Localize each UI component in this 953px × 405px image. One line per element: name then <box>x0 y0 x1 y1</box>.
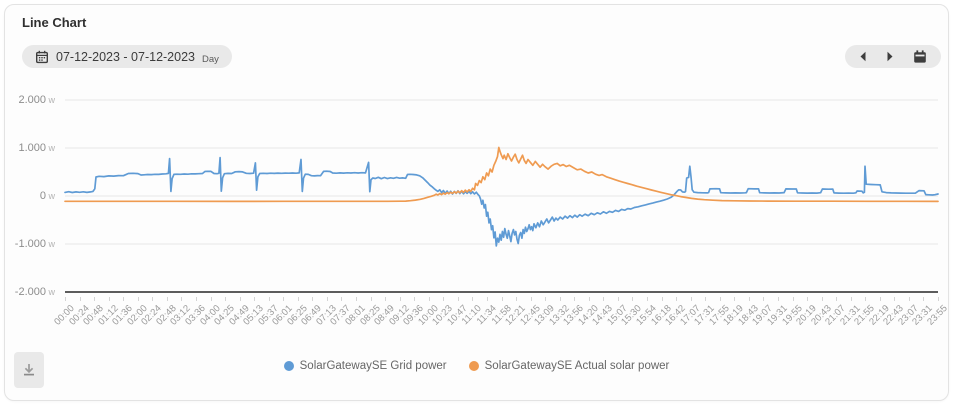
y-axis-label: 1.000 w <box>18 142 55 154</box>
legend-dot-grid-power <box>283 361 294 371</box>
chevron-left-icon <box>859 51 867 62</box>
y-axis-label: 0 w <box>39 190 55 202</box>
y-axis-label: 2.000 w <box>18 94 55 106</box>
x-axis-tick <box>239 297 241 301</box>
date-range-picker[interactable]: 07-12-2023 - 07-12-2023 Day <box>22 45 232 68</box>
x-axis-tick <box>79 297 81 301</box>
calendar-icon <box>35 50 49 64</box>
chevron-right-icon <box>886 51 894 62</box>
y-axis-label: -1.000 w <box>14 238 55 250</box>
x-axis-tick <box>225 297 227 301</box>
x-axis-tick <box>748 297 750 301</box>
x-axis-tick <box>195 297 197 301</box>
x-axis-tick <box>94 297 96 301</box>
chart-plot[interactable] <box>64 99 939 293</box>
y-axis-label: -2.000 w <box>14 286 55 298</box>
x-axis-tick <box>65 297 66 301</box>
series-line-0 <box>64 156 939 247</box>
line-chart-svg <box>64 99 939 293</box>
x-axis-tick <box>821 297 823 301</box>
x-axis-tick <box>486 297 488 301</box>
x-axis-tick <box>632 297 634 301</box>
x-axis-tick <box>647 297 648 301</box>
x-axis-tick <box>923 297 925 301</box>
granularity-label: Day <box>202 54 219 65</box>
legend-item-grid-power[interactable]: SolarGatewaySE Grid power <box>283 360 447 372</box>
download-button[interactable] <box>14 352 44 388</box>
x-axis-tick <box>777 297 779 301</box>
legend-dot-solar-power <box>468 361 479 371</box>
next-day-button[interactable] <box>884 49 896 64</box>
date-nav <box>845 45 941 68</box>
x-axis-tick <box>574 297 576 301</box>
x-axis-tick <box>705 297 707 301</box>
prev-day-button[interactable] <box>857 49 869 64</box>
x-axis-tick <box>443 297 445 301</box>
x-axis-tick <box>254 297 256 301</box>
x-axis-tick <box>283 297 285 301</box>
x-axis-tick <box>661 297 663 301</box>
x-axis-tick <box>676 297 678 301</box>
x-axis-tick <box>516 297 518 301</box>
x-axis-tick <box>341 297 343 301</box>
chart-legend: SolarGatewaySE Grid power SolarGatewaySE… <box>0 360 953 372</box>
x-axis-tick <box>370 297 372 301</box>
x-axis-tick <box>210 297 212 301</box>
x-axis-tick <box>414 297 416 301</box>
x-axis-tick <box>617 297 619 301</box>
x-axis-tick <box>792 297 794 301</box>
x-axis-tick <box>559 297 561 301</box>
x-axis-tick <box>297 297 299 301</box>
x-axis-tick <box>385 297 387 301</box>
x-axis-tick <box>588 297 590 301</box>
x-axis-tick <box>603 297 605 301</box>
x-axis-tick <box>428 297 430 301</box>
x-axis-tick <box>879 297 881 301</box>
date-range-label: 07-12-2023 - 07-12-2023 <box>56 49 195 64</box>
x-axis-tick <box>865 297 867 301</box>
x-axis-tick <box>181 297 183 301</box>
x-axis-tick <box>938 297 939 301</box>
x-axis-tick <box>457 297 459 301</box>
calendar-icon <box>913 49 927 64</box>
x-axis-tick <box>268 297 270 301</box>
x-axis-tick <box>399 297 401 301</box>
x-axis-tick <box>356 297 357 301</box>
x-axis-tick <box>326 297 328 301</box>
x-axis-tick <box>807 297 809 301</box>
x-axis-tick <box>545 297 547 301</box>
x-axis-tick <box>690 297 692 301</box>
x-axis-tick <box>152 297 154 301</box>
x-axis-tick <box>501 297 503 301</box>
x-axis-tick <box>137 297 139 301</box>
line-chart-card <box>4 4 949 401</box>
x-axis-tick <box>719 297 721 301</box>
x-axis-tick <box>908 297 910 301</box>
x-axis-tick <box>734 297 736 301</box>
x-axis-tick <box>894 297 896 301</box>
x-axis-tick <box>850 297 852 301</box>
x-axis-tick <box>530 297 532 301</box>
x-axis-tick <box>108 297 110 301</box>
legend-label: SolarGatewaySE Actual solar power <box>484 360 670 372</box>
x-axis-tick <box>312 297 314 301</box>
legend-item-solar-power[interactable]: SolarGatewaySE Actual solar power <box>468 360 670 372</box>
x-axis-tick <box>123 297 125 301</box>
calendar-button[interactable] <box>911 48 929 66</box>
x-axis-tick <box>166 297 168 301</box>
chart-title: Line Chart <box>22 15 87 30</box>
x-axis-tick <box>472 297 474 301</box>
download-icon <box>20 361 38 379</box>
x-axis-tick <box>836 297 838 301</box>
legend-label: SolarGatewaySE Grid power <box>299 360 447 372</box>
series-line-1 <box>64 146 939 203</box>
x-axis-tick <box>763 297 765 301</box>
